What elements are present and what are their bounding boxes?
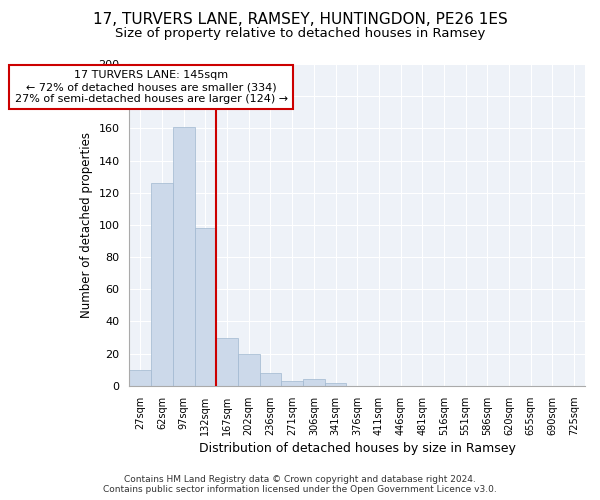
Bar	[281, 381, 303, 386]
Text: Contains HM Land Registry data © Crown copyright and database right 2024.
Contai: Contains HM Land Registry data © Crown c…	[103, 474, 497, 494]
Bar	[216, 338, 238, 386]
Y-axis label: Number of detached properties: Number of detached properties	[80, 132, 93, 318]
Bar	[303, 380, 325, 386]
Text: 17 TURVERS LANE: 145sqm
← 72% of detached houses are smaller (334)
27% of semi-d: 17 TURVERS LANE: 145sqm ← 72% of detache…	[14, 70, 287, 104]
Bar	[151, 183, 173, 386]
X-axis label: Distribution of detached houses by size in Ramsey: Distribution of detached houses by size …	[199, 442, 515, 455]
Bar	[130, 370, 151, 386]
Bar	[260, 373, 281, 386]
Text: 17, TURVERS LANE, RAMSEY, HUNTINGDON, PE26 1ES: 17, TURVERS LANE, RAMSEY, HUNTINGDON, PE…	[92, 12, 508, 28]
Bar	[238, 354, 260, 386]
Bar	[194, 228, 216, 386]
Bar	[173, 127, 194, 386]
Text: Size of property relative to detached houses in Ramsey: Size of property relative to detached ho…	[115, 28, 485, 40]
Bar	[325, 382, 346, 386]
